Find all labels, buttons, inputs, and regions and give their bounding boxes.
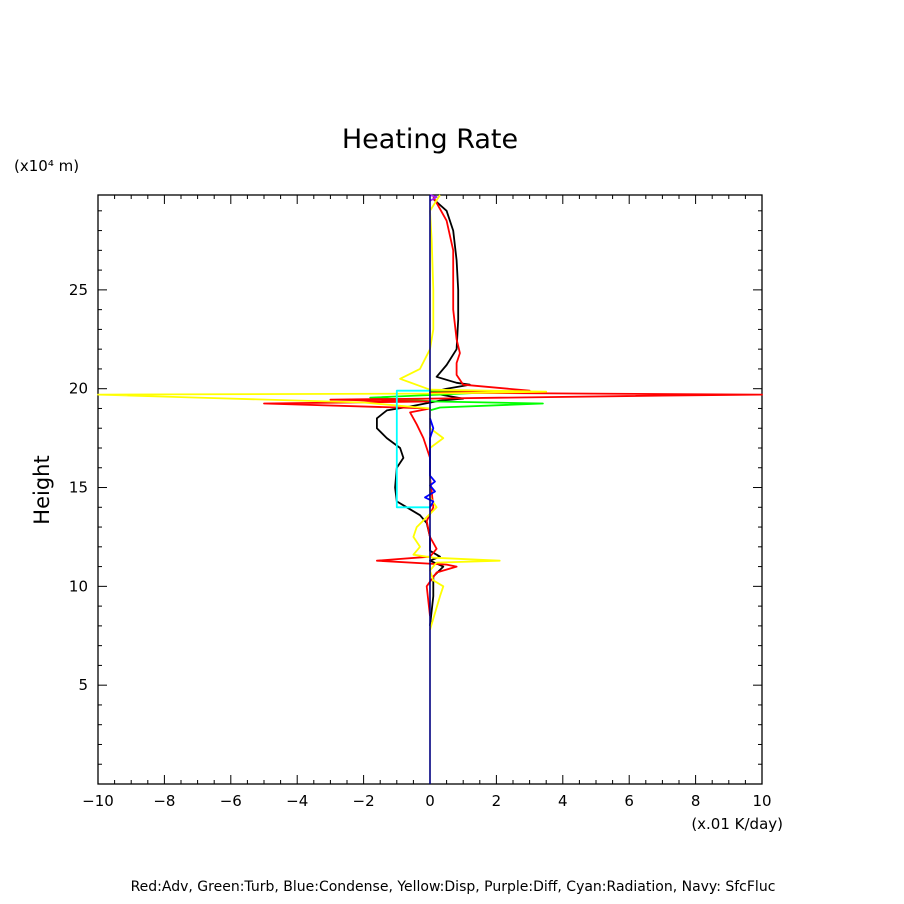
x-axis-tick-labels: −10 −8 −6 −4 −2 0 2 4 6 8 10 xyxy=(82,792,771,810)
x-tick-label: −2 xyxy=(353,792,375,810)
y-tick-label: 10 xyxy=(69,577,88,595)
y-unit-label: (x10⁴ m) xyxy=(14,157,79,175)
series-line-3 xyxy=(97,194,548,631)
x-tick-label: 10 xyxy=(752,792,771,810)
x-tick-label: 0 xyxy=(425,792,435,810)
series-line-5 xyxy=(429,194,438,202)
series-line-4 xyxy=(424,418,436,508)
plot-area xyxy=(97,194,763,785)
y-tick-label: 5 xyxy=(78,676,88,694)
y-tick-label: 20 xyxy=(69,380,88,398)
series-layer xyxy=(97,194,763,784)
x-tick-label: 8 xyxy=(691,792,701,810)
x-axis-ticks xyxy=(97,195,763,784)
legend-caption: Red:Adv, Green:Turb, Blue:Condense, Yell… xyxy=(131,879,776,895)
x-tick-label: −6 xyxy=(220,792,242,810)
x-tick-label: 2 xyxy=(492,792,502,810)
x-tick-label: 4 xyxy=(558,792,568,810)
x-tick-label: −8 xyxy=(153,792,175,810)
y-axis-tick-labels: 5 10 15 20 25 xyxy=(69,281,88,694)
series-line-6 xyxy=(395,389,431,509)
x-tick-label: −10 xyxy=(82,792,114,810)
series-line-2 xyxy=(263,196,763,617)
y-tick-label: 15 xyxy=(69,479,88,497)
chart-title: Heating Rate xyxy=(342,124,518,155)
x-tick-label: 6 xyxy=(624,792,634,810)
y-axis-label: Height xyxy=(30,455,54,524)
x-tick-label: −4 xyxy=(286,792,308,810)
y-tick-label: 25 xyxy=(69,281,88,299)
y-axis-ticks xyxy=(98,210,762,765)
x-unit-label: (x.01 K/day) xyxy=(691,815,783,833)
